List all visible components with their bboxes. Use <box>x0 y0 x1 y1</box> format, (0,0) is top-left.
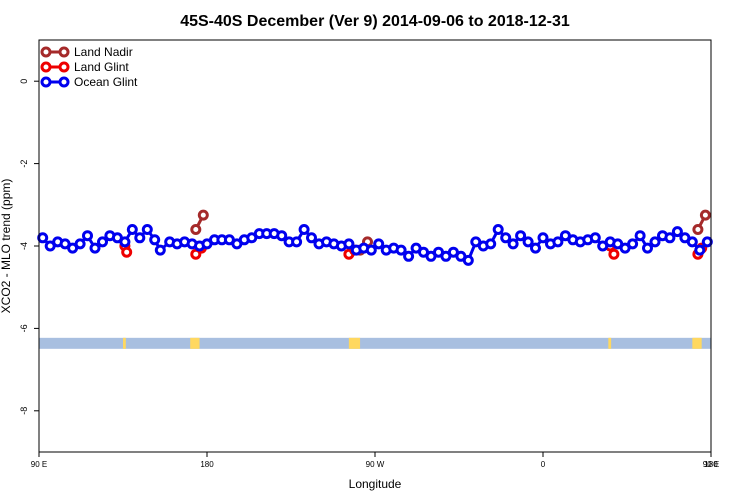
data-point <box>89 242 101 254</box>
data-point <box>634 230 646 242</box>
data-point <box>395 244 407 256</box>
data-point <box>306 232 317 244</box>
data-point <box>530 242 541 254</box>
data-point <box>149 234 161 246</box>
data-point <box>515 230 527 242</box>
legend-marker <box>40 61 52 73</box>
y-axis-label: XCO2 - MLO trend (ppm) <box>0 179 13 314</box>
y-axis: 0 -2 -4 -6 -8 <box>19 79 39 415</box>
plot-area <box>37 209 713 349</box>
data-point <box>485 238 497 250</box>
legend-marker <box>58 76 70 88</box>
legend-label: Land Glint <box>74 60 129 74</box>
ocean-strip <box>39 337 711 349</box>
x-tick-label: 90 E <box>703 460 719 469</box>
legend-marker <box>40 46 52 58</box>
data-point <box>82 230 93 242</box>
data-point <box>608 248 620 260</box>
data-point <box>126 224 138 235</box>
legend-marker <box>40 76 52 88</box>
data-point <box>298 224 310 235</box>
data-point <box>403 250 415 262</box>
data-point <box>699 209 711 221</box>
data-point <box>119 236 131 248</box>
data-point <box>37 232 49 244</box>
data-point <box>686 236 698 248</box>
x-tick-label: 90 W <box>366 460 385 469</box>
x-tick-label: 0 <box>541 460 546 469</box>
data-point <box>97 236 108 248</box>
data-point <box>343 238 355 250</box>
data-point <box>121 246 133 258</box>
data-point <box>642 242 653 254</box>
legend-label: Land Nadir <box>74 45 133 59</box>
data-point <box>507 238 519 250</box>
data-point <box>462 254 474 266</box>
data-point <box>291 236 303 248</box>
data-point <box>492 224 504 235</box>
data-point <box>365 244 377 256</box>
data-point <box>694 244 706 256</box>
series-ocean-glint <box>37 224 713 266</box>
data-point <box>197 209 209 221</box>
y-tick-label: -8 <box>19 407 29 415</box>
data-point <box>671 226 683 238</box>
x-axis-label: Longitude <box>349 477 402 491</box>
data-point <box>589 232 601 244</box>
y-tick-label: -4 <box>19 242 29 250</box>
x-tick-label: 180 <box>704 460 718 469</box>
chart-title: 45S-40S December (Ver 9) 2014-09-06 to 2… <box>180 13 570 30</box>
legend-label: Ocean Glint <box>74 75 138 89</box>
x-tick-label: 90 E <box>31 460 47 469</box>
data-point <box>74 238 86 250</box>
x-tick-label: 180 <box>200 460 214 469</box>
data-point <box>522 236 534 248</box>
y-tick-label: -6 <box>19 324 29 332</box>
land-strip-segment <box>123 337 126 349</box>
data-point <box>276 230 288 242</box>
land-strip-segment <box>692 337 702 349</box>
data-point <box>701 236 713 248</box>
land-strip-segment <box>190 337 200 349</box>
data-point <box>537 232 549 244</box>
legend-marker <box>58 46 70 58</box>
data-point <box>190 224 202 235</box>
y-tick-label: 0 <box>19 79 29 84</box>
data-point <box>649 236 661 248</box>
data-point <box>664 232 676 244</box>
data-point <box>154 244 166 256</box>
data-point <box>500 232 512 244</box>
legend-marker <box>58 61 70 73</box>
data-point <box>552 236 564 248</box>
data-point <box>373 238 385 250</box>
y-tick-label: -2 <box>19 160 29 168</box>
data-point <box>141 224 153 235</box>
data-point <box>134 232 146 244</box>
land-strip-segment <box>348 337 361 349</box>
land-strip-segment <box>608 337 612 349</box>
data-point <box>692 224 704 235</box>
data-point <box>627 238 639 250</box>
